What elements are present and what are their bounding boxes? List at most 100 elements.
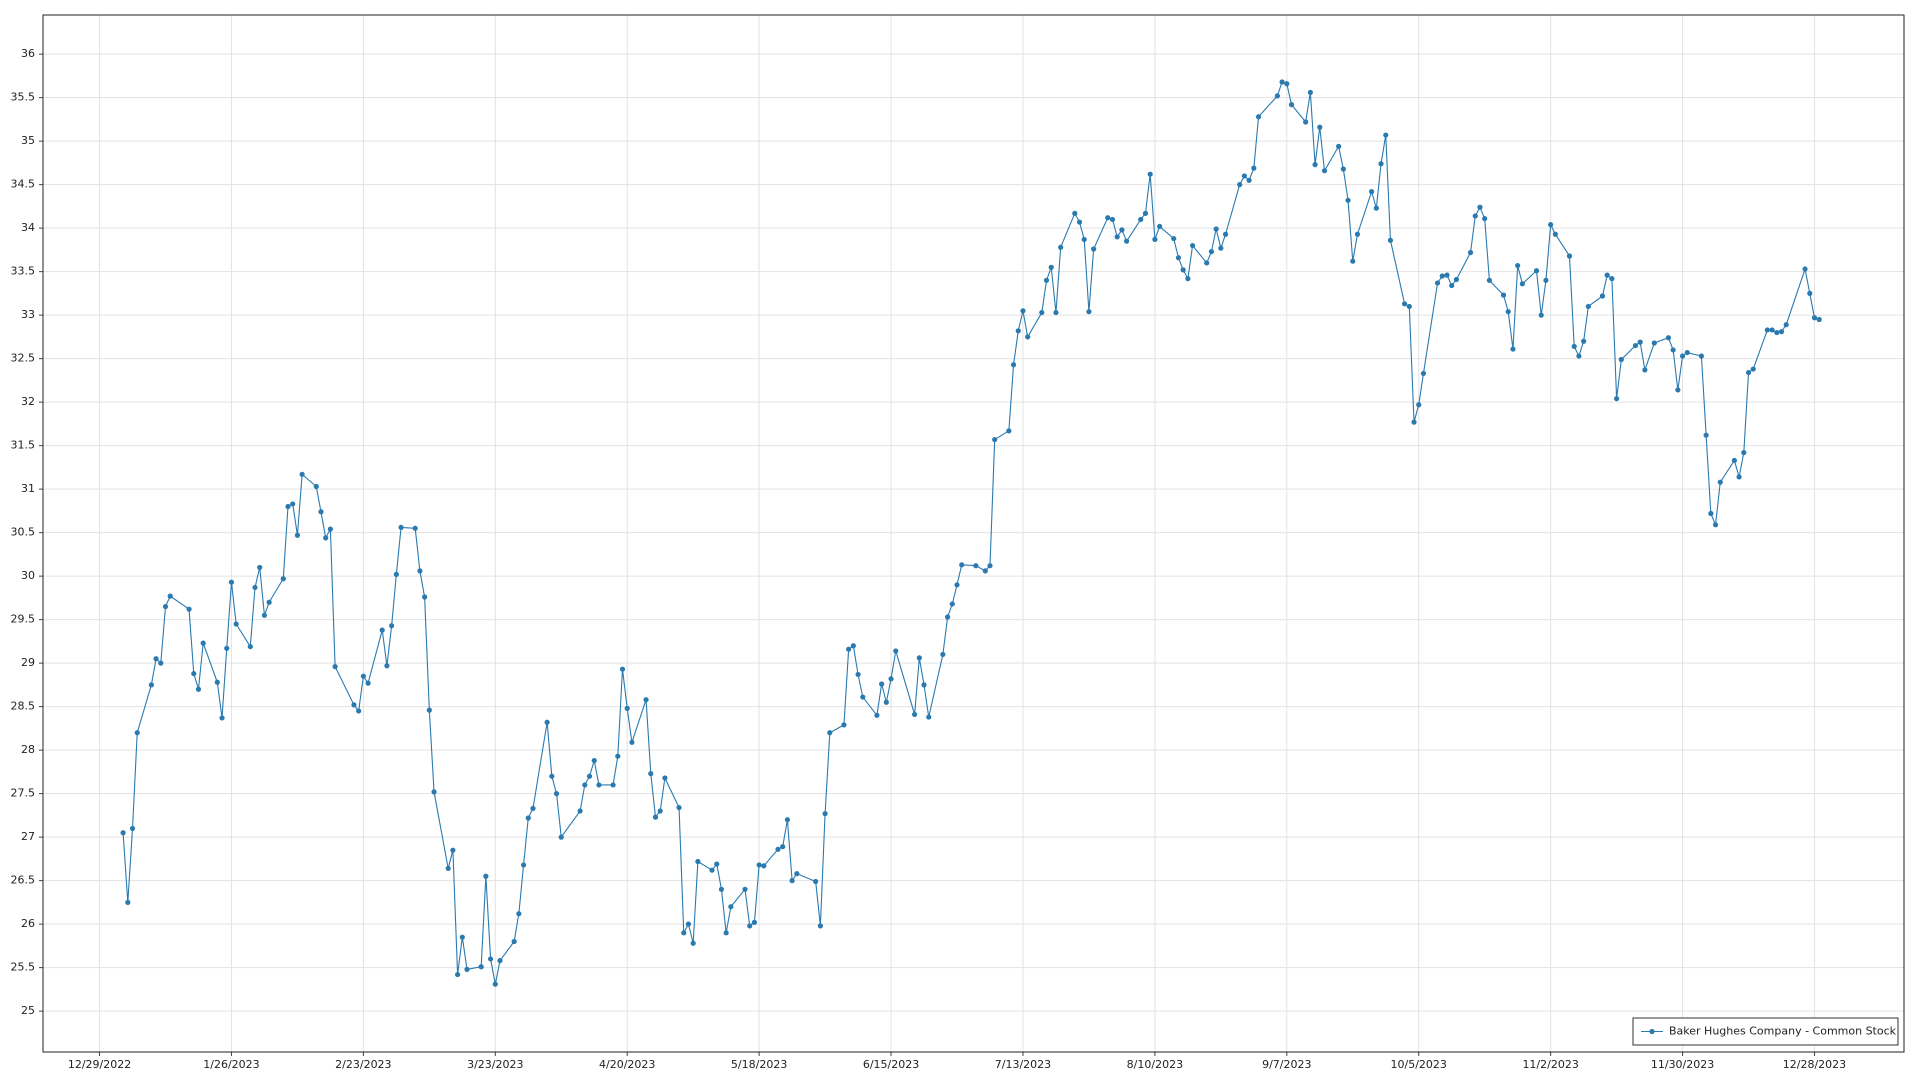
- data-point: [1119, 227, 1125, 233]
- data-point: [709, 867, 715, 873]
- data-point: [1637, 339, 1643, 345]
- data-point: [1571, 343, 1577, 350]
- data-point: [153, 656, 159, 662]
- data-point: [1086, 309, 1092, 315]
- data-point: [1416, 402, 1422, 408]
- y-tick-label: 33.5: [11, 265, 36, 278]
- data-point: [1138, 216, 1144, 223]
- data-point: [1039, 309, 1045, 316]
- data-point: [992, 436, 998, 443]
- data-point: [1378, 161, 1384, 167]
- data-point: [1369, 189, 1375, 195]
- data-point: [610, 782, 616, 788]
- data-point: [1741, 449, 1747, 456]
- data-point: [1091, 246, 1097, 252]
- data-point: [195, 686, 202, 692]
- data-point: [874, 712, 880, 718]
- data-point: [327, 526, 333, 532]
- x-tick-label: 5/18/2023: [731, 1058, 787, 1071]
- data-point: [1444, 272, 1450, 278]
- data-point: [280, 576, 286, 582]
- y-tick-label: 32: [21, 395, 35, 408]
- data-point: [662, 775, 668, 781]
- x-tick-label: 12/28/2023: [1783, 1058, 1846, 1071]
- data-point: [252, 584, 258, 591]
- data-point: [1576, 353, 1582, 359]
- data-point: [681, 930, 687, 936]
- data-point: [398, 524, 404, 531]
- data-point: [1604, 272, 1610, 278]
- data-point: [855, 671, 861, 678]
- data-point: [1632, 342, 1639, 349]
- data-point: [356, 708, 362, 714]
- data-point: [224, 645, 230, 651]
- data-point: [1288, 102, 1295, 108]
- data-point: [1142, 210, 1149, 216]
- plot-area: [43, 15, 1904, 1052]
- data-point: [817, 923, 823, 929]
- data-point: [1543, 277, 1549, 283]
- data-point: [1778, 329, 1785, 335]
- data-point: [266, 599, 272, 605]
- data-point: [591, 757, 597, 764]
- data-point: [1774, 329, 1780, 336]
- data-point: [1373, 205, 1379, 211]
- data-point: [728, 904, 734, 910]
- data-point: [1519, 281, 1525, 287]
- data-point: [775, 846, 781, 852]
- data-point: [1189, 242, 1196, 249]
- data-point: [1336, 143, 1342, 149]
- data-point: [1665, 335, 1672, 341]
- data-point: [1420, 370, 1427, 377]
- data-point: [478, 964, 484, 970]
- data-point: [1614, 396, 1620, 402]
- data-point: [200, 640, 206, 646]
- data-point: [1241, 173, 1248, 179]
- y-tick-label: 30: [21, 569, 35, 582]
- data-point: [186, 606, 192, 612]
- data-point: [125, 899, 131, 905]
- y-tick-label: 33: [21, 308, 35, 321]
- y-tick-label: 34: [21, 221, 35, 234]
- data-point: [360, 673, 366, 679]
- data-point: [912, 711, 918, 718]
- data-point: [379, 627, 385, 633]
- data-point: [615, 753, 621, 759]
- data-point: [1736, 474, 1742, 480]
- x-tick-label: 8/10/2023: [1127, 1058, 1183, 1071]
- data-point: [619, 666, 626, 672]
- data-point: [426, 707, 432, 713]
- data-point: [162, 603, 169, 610]
- data-point: [586, 773, 593, 779]
- data-point: [1505, 309, 1511, 315]
- data-point: [1712, 522, 1719, 528]
- data-point: [1058, 244, 1064, 250]
- data-point: [1684, 349, 1690, 356]
- data-point: [1769, 327, 1775, 333]
- data-point: [285, 503, 291, 510]
- data-point: [384, 663, 390, 669]
- data-point: [1081, 236, 1087, 243]
- data-point: [1717, 479, 1723, 485]
- data-point: [893, 648, 899, 654]
- data-point: [1486, 277, 1492, 283]
- data-point: [982, 568, 988, 574]
- data-point: [1043, 277, 1050, 283]
- data-point: [1010, 362, 1017, 368]
- data-point: [558, 834, 564, 840]
- data-point: [1764, 327, 1770, 333]
- data-point: [959, 562, 965, 568]
- data-point: [747, 923, 753, 929]
- data-point: [629, 739, 635, 745]
- data-point: [1222, 231, 1229, 237]
- data-point: [954, 582, 960, 588]
- data-point: [1345, 197, 1351, 203]
- data-point: [1274, 93, 1280, 99]
- y-tick-label: 30.5: [11, 526, 36, 539]
- plot-frame: [42, 14, 1905, 1053]
- data-point: [318, 509, 324, 515]
- data-point: [940, 651, 946, 658]
- data-point: [323, 535, 329, 541]
- data-point: [879, 681, 885, 687]
